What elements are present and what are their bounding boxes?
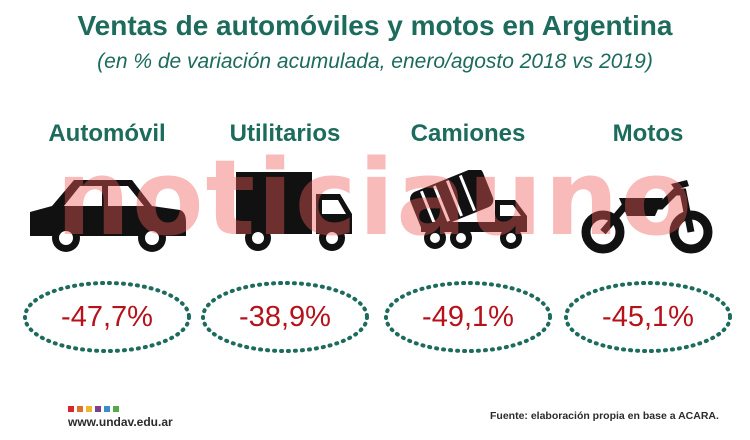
value-ellipse: -49,1% — [383, 280, 553, 354]
value-label: -45,1% — [602, 301, 694, 333]
undav-url: www.undav.edu.ar — [68, 415, 173, 429]
value-ellipse: -38,9% — [200, 280, 370, 354]
category-label: Utilitarios — [229, 120, 341, 147]
truck-icon — [200, 170, 370, 255]
category-label: Motos — [612, 120, 684, 147]
cement-truck-icon — [383, 167, 553, 255]
value-label: -38,9% — [239, 301, 331, 333]
category-label: Automóvil — [48, 120, 166, 147]
chart-title: Ventas de automóviles y motos en Argenti… — [77, 10, 673, 41]
value-ellipse: -45,1% — [563, 280, 733, 354]
car-icon — [22, 170, 192, 255]
watermark: noticiauno — [56, 137, 694, 259]
value-ellipse: -47,7% — [22, 280, 192, 354]
value-label: -47,7% — [61, 301, 153, 333]
motorcycle-icon — [563, 170, 733, 255]
value-label: -49,1% — [422, 301, 514, 333]
undav-logo-dots — [68, 406, 119, 412]
source-note: Fuente: elaboración propia en base a ACA… — [490, 410, 719, 422]
category-label: Camiones — [410, 120, 526, 147]
chart-subtitle: (en % de variación acumulada, enero/agos… — [97, 50, 653, 73]
